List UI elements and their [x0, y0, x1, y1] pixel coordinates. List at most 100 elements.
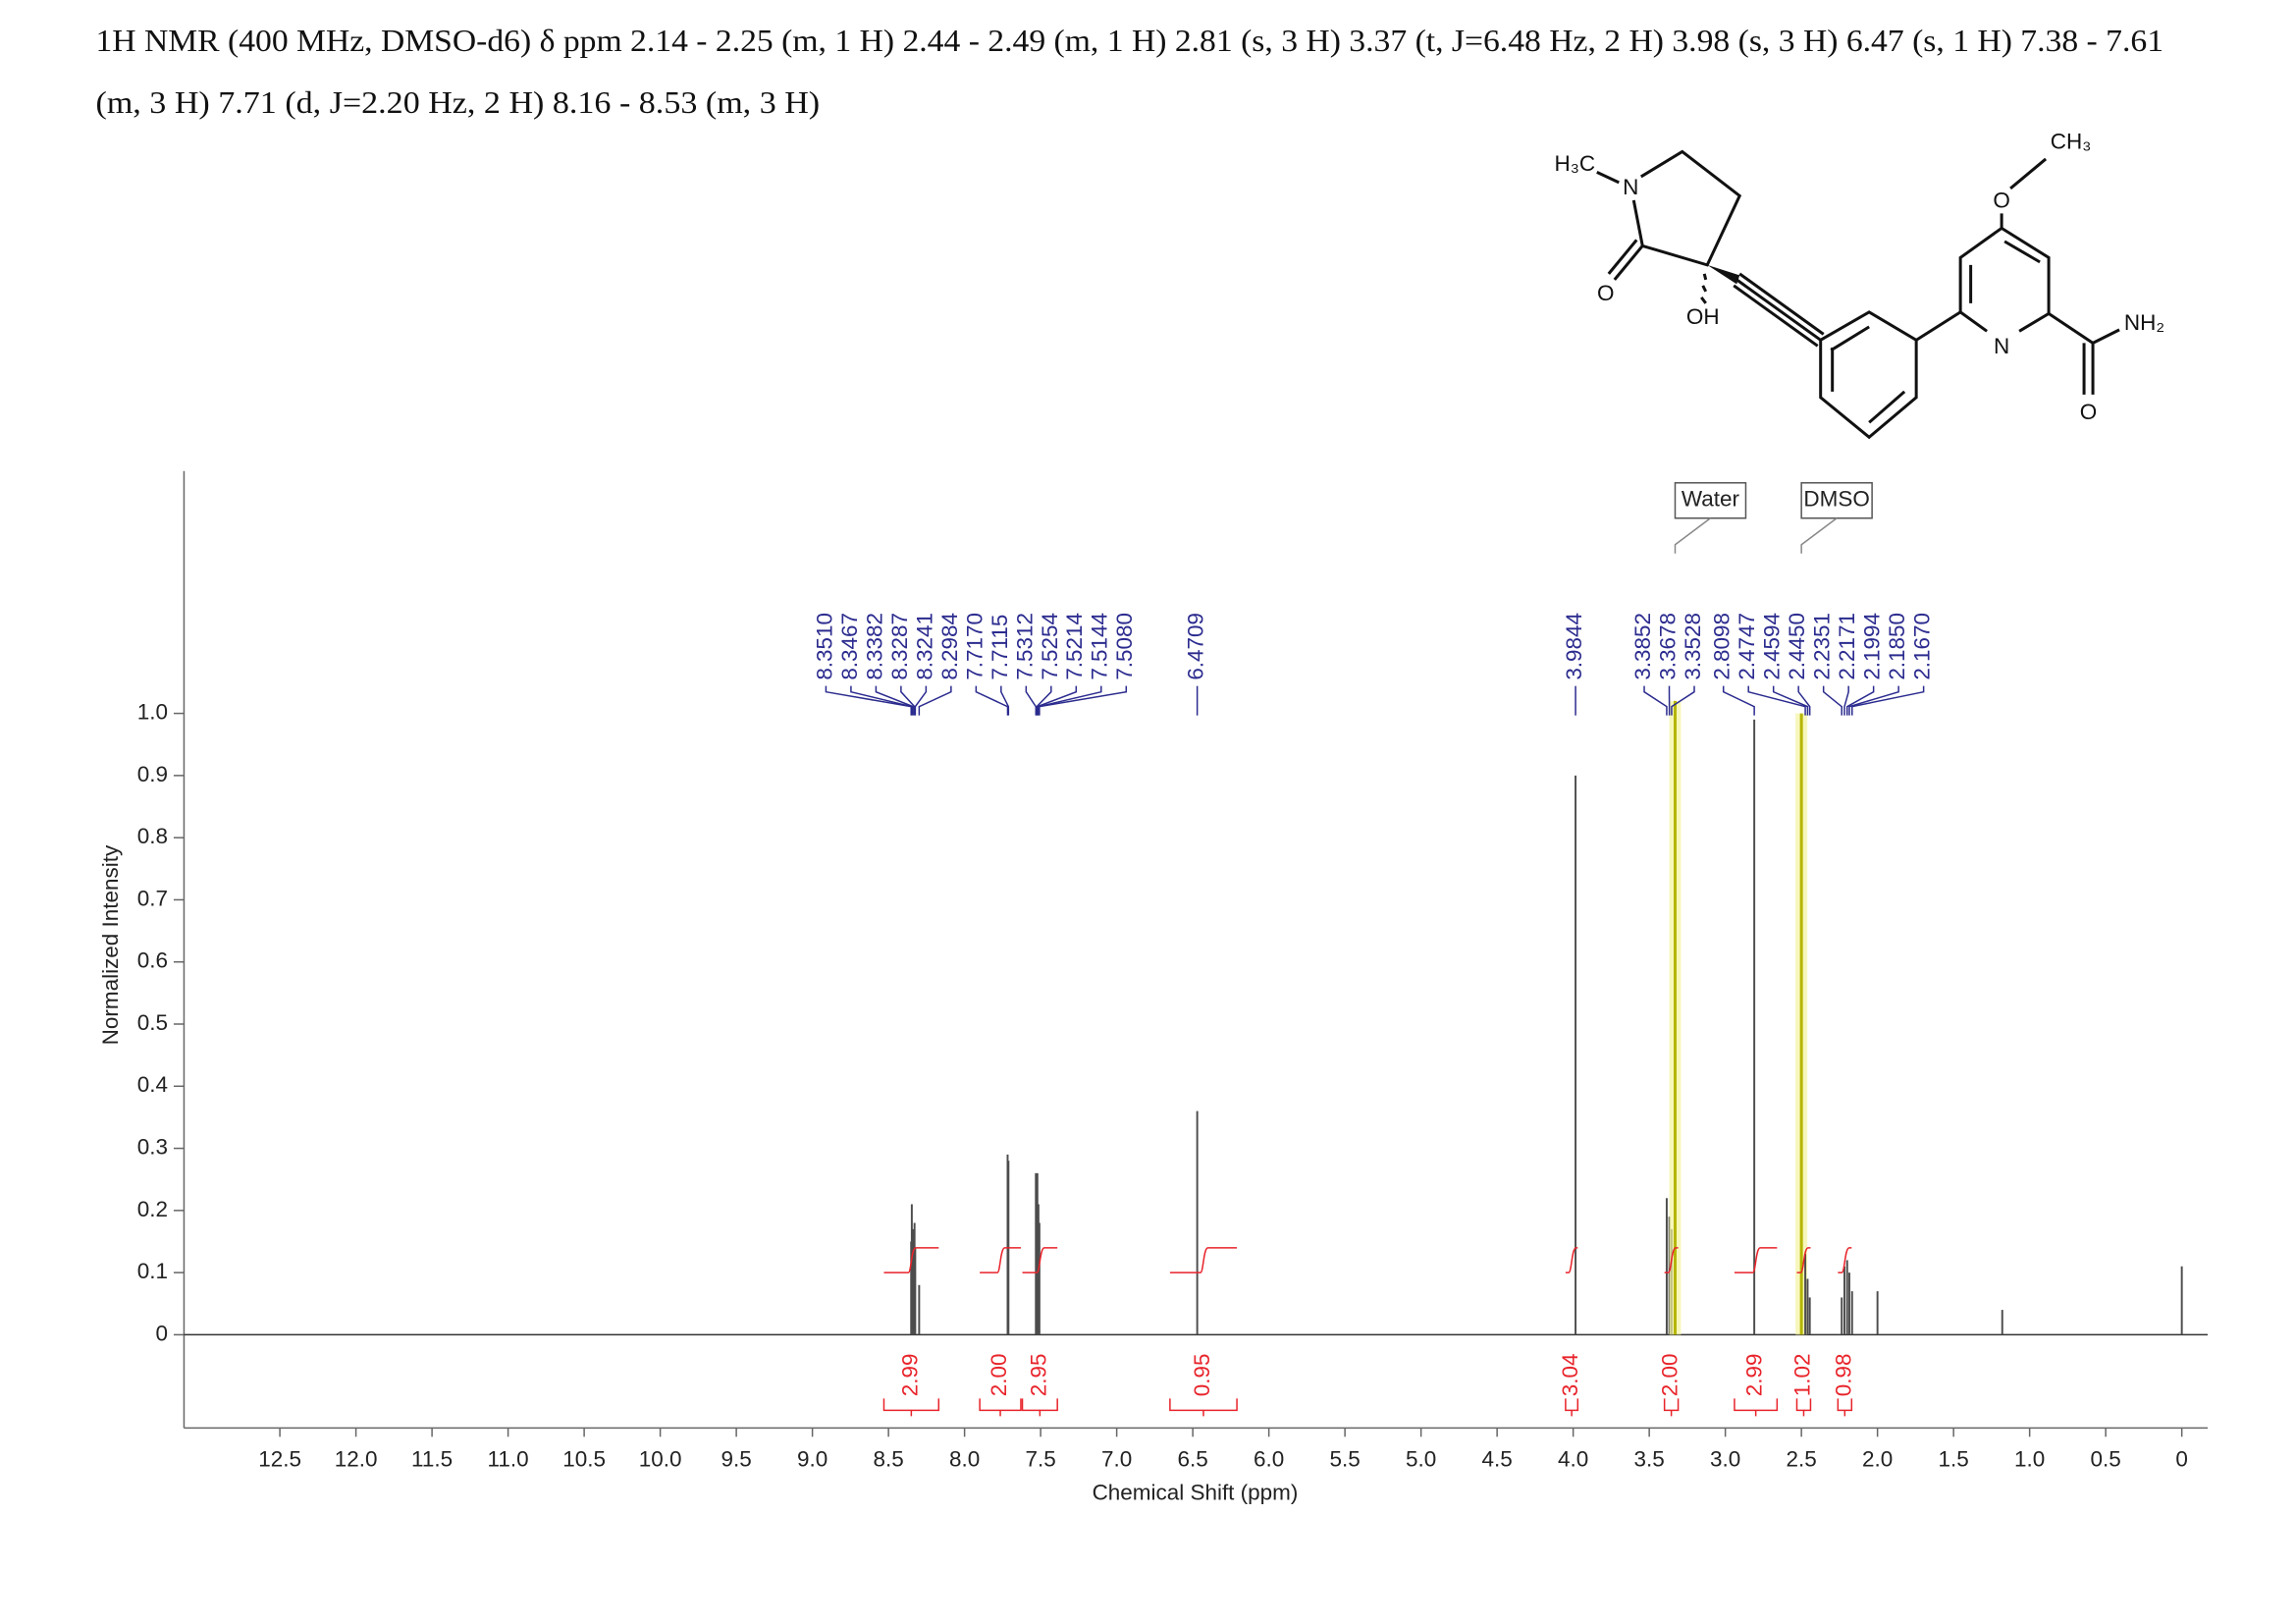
- peak-label-leader: [918, 685, 952, 716]
- x-tick-label: 10.0: [639, 1446, 682, 1471]
- peak-label: 2.4594: [1760, 613, 1785, 680]
- x-tick-label: 4.0: [1558, 1446, 1588, 1471]
- integral-bracket: [1169, 1398, 1238, 1417]
- peak-label-leader: [1797, 685, 1811, 716]
- y-tick-label: 0.4: [137, 1072, 168, 1097]
- x-tick-label: 2.0: [1862, 1446, 1893, 1471]
- bond: [1607, 239, 1644, 281]
- integral-label: 2.99: [1742, 1353, 1767, 1396]
- peak-label-leader: [1845, 685, 1875, 716]
- atom-label: OH: [1686, 304, 1720, 329]
- peak-label-leader: [850, 685, 913, 716]
- peak-label: 8.3382: [862, 613, 886, 680]
- integral-label: 2.95: [1026, 1353, 1050, 1396]
- integral-curve: [1734, 1247, 1778, 1273]
- y-tick-label: 0.7: [137, 886, 168, 910]
- ring: [1819, 310, 1918, 440]
- bond: [1915, 310, 1961, 342]
- peak-label: 2.1670: [1910, 613, 1935, 680]
- integral-bracket: [979, 1398, 1022, 1417]
- peak-label-leader: [1848, 685, 1899, 716]
- peak-label: 7.7170: [962, 613, 987, 680]
- bond: [2000, 157, 2048, 229]
- bond: [1631, 149, 1742, 267]
- y-tick-label: 0.6: [137, 948, 168, 973]
- peak-label-leader: [1000, 685, 1010, 716]
- x-tick-label: 6.0: [1254, 1446, 1284, 1471]
- atom-label: O: [1597, 281, 1614, 305]
- x-tick-label: 9.5: [721, 1446, 751, 1471]
- integral-curve: [1022, 1247, 1058, 1273]
- integral-bracket: [1837, 1398, 1853, 1417]
- annotation-box: [1800, 482, 1873, 519]
- peak-label-leader: [1643, 685, 1668, 716]
- peak-label: 8.3467: [837, 613, 862, 680]
- title-line: (m, 3 H) 7.71 (d, J=2.20 Hz, 2 H) 8.16 -…: [95, 85, 820, 120]
- atom-label: NH₂: [2124, 310, 2164, 335]
- y-tick-label: 0.2: [137, 1197, 168, 1221]
- atom-label: O: [1993, 188, 2009, 212]
- bond: [2048, 312, 2120, 395]
- x-tick-label: 5.5: [1330, 1446, 1361, 1471]
- peak-label-leader: [1671, 685, 1695, 716]
- peak-label-leader: [1843, 685, 1849, 716]
- peak-label-leader: [1025, 685, 1038, 716]
- integral-curve: [1796, 1247, 1811, 1273]
- peak-label: 7.7115: [988, 615, 1012, 680]
- integral-bracket: [1663, 1398, 1680, 1417]
- structure: H₃C N O OH N NH₂ O CH₃ O: [1554, 129, 2164, 440]
- atom-label: CH₃: [2051, 129, 2092, 153]
- y-tick-label: 0.5: [137, 1010, 168, 1035]
- y-axis-title: Normalized Intensity: [98, 844, 123, 1045]
- peak-label-leader: [1722, 685, 1755, 716]
- x-tick-label: 8.0: [949, 1446, 980, 1471]
- y-tick-label: 0: [155, 1321, 168, 1345]
- x-axis-title: Chemical Shift (ppm): [1093, 1481, 1299, 1505]
- peak-label-leader: [914, 685, 928, 716]
- peak-label: 8.2984: [937, 613, 962, 680]
- peak-label: 8.3287: [887, 613, 912, 680]
- x-tick-label: 7.0: [1101, 1446, 1132, 1471]
- integral-label: 0.95: [1190, 1353, 1214, 1396]
- integral-label: 2.99: [897, 1353, 922, 1396]
- peak-label-leader: [875, 685, 914, 716]
- ring: [1958, 226, 2051, 333]
- wedge-bond: [1707, 264, 1740, 285]
- integral-bracket: [882, 1398, 940, 1417]
- peak-label: 2.2351: [1810, 613, 1835, 680]
- title-line: 1H NMR (400 MHz, DMSO-d6) δ ppm 2.14 - 2…: [95, 24, 2163, 58]
- peak-label-leader: [1747, 685, 1806, 716]
- x-tick-label: 9.0: [797, 1446, 828, 1471]
- peak-label: 7.5214: [1062, 613, 1087, 680]
- peak-label: 3.3528: [1681, 613, 1705, 680]
- integral-label: 1.02: [1789, 1353, 1814, 1396]
- atom-label: N: [1623, 175, 1638, 199]
- x-tick-label: 11.5: [411, 1446, 453, 1471]
- peak-label: 7.5144: [1088, 613, 1112, 680]
- peak-label: 2.1850: [1885, 613, 1909, 680]
- hashed-bond: [1700, 273, 1708, 304]
- x-tick-label: 3.0: [1710, 1446, 1740, 1471]
- peak-label: 8.3510: [812, 613, 836, 680]
- integral-label: 2.00: [1658, 1353, 1682, 1396]
- peak-label: 2.2171: [1835, 613, 1859, 680]
- peak-label-leader: [1851, 685, 1925, 716]
- annotation-leader: [1800, 517, 1838, 554]
- annotation-text: DMSO: [1803, 487, 1869, 512]
- x-tick-label: 4.5: [1482, 1446, 1513, 1471]
- x-tick-label: 12.5: [258, 1446, 301, 1471]
- integral-curve: [883, 1247, 939, 1273]
- x-tick-label: 6.5: [1178, 1446, 1208, 1471]
- x-tick-label: 0.5: [2091, 1446, 2121, 1471]
- peak-label: 7.5080: [1112, 613, 1137, 680]
- peak-label: 3.9844: [1562, 613, 1586, 680]
- bond: [1596, 171, 1620, 185]
- integral-bracket: [1021, 1398, 1058, 1417]
- x-tick-label: 11.0: [488, 1446, 529, 1471]
- peak-label: 7.5312: [1012, 613, 1037, 680]
- peak-label: 2.8098: [1710, 613, 1735, 680]
- x-tick-label: 5.0: [1406, 1446, 1436, 1471]
- integral-bracket: [1795, 1398, 1812, 1417]
- integral-curve: [1838, 1247, 1852, 1273]
- peak-label-leader: [1037, 685, 1078, 716]
